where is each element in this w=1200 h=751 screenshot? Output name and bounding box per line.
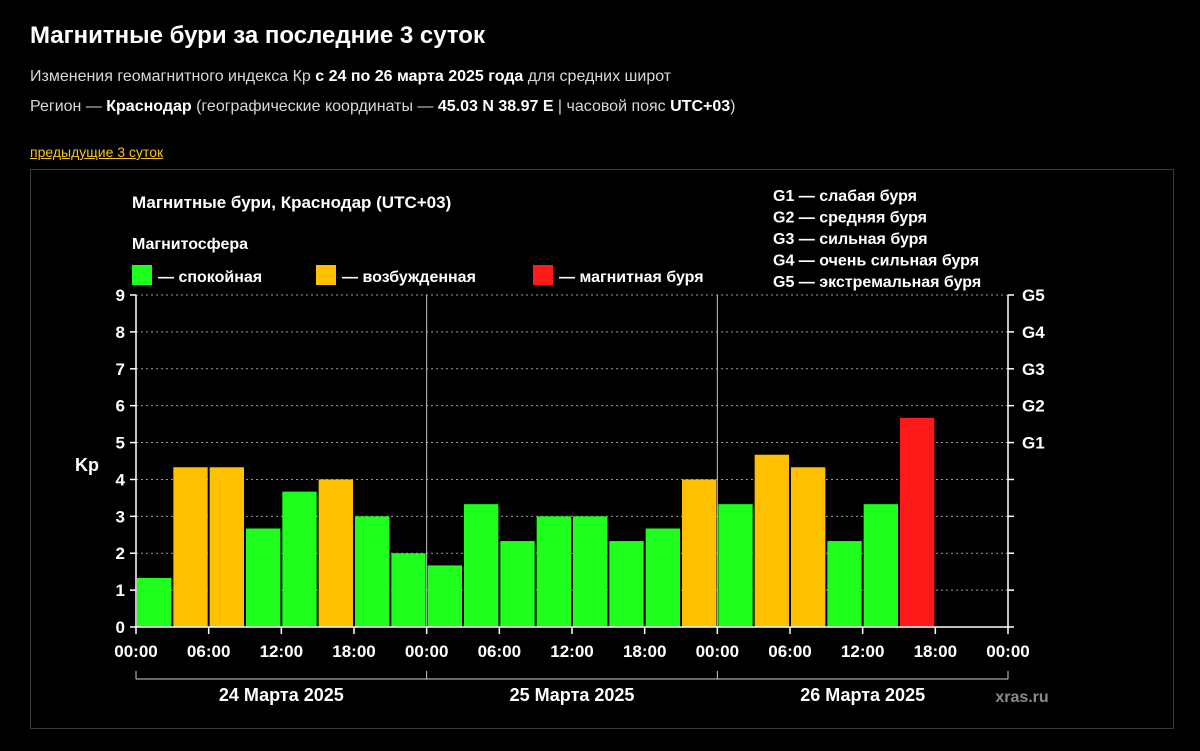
kp-bar xyxy=(609,541,644,627)
kp-bar xyxy=(645,528,680,627)
kp-bar xyxy=(573,516,608,627)
kp-bar xyxy=(355,516,390,627)
x-tick-label: 18:00 xyxy=(914,642,957,661)
page-title: Магнитные бури за последние 3 суток xyxy=(30,22,485,49)
x-tick-label: 18:00 xyxy=(332,642,375,661)
y-tick-label: 4 xyxy=(116,470,126,489)
x-tick-label: 00:00 xyxy=(405,642,448,661)
y-tick-label: 3 xyxy=(116,507,125,526)
kp-bar xyxy=(173,467,208,627)
timezone-value: UTC+03 xyxy=(670,98,731,115)
y-tick-label: 1 xyxy=(116,581,125,600)
kp-bar xyxy=(282,491,317,627)
legend-swatch-calm xyxy=(132,265,152,285)
g-scale-item: G2 — средняя буря xyxy=(773,210,927,227)
g-scale-item: G1 — слабая буря xyxy=(773,188,917,205)
x-tick-label: 18:00 xyxy=(623,642,666,661)
kp-bar xyxy=(900,417,935,627)
g-level-label: G4 xyxy=(1022,323,1045,342)
kp-bar xyxy=(427,565,462,627)
x-tick-label: 12:00 xyxy=(260,642,303,661)
kp-bar xyxy=(536,516,571,627)
g-level-label: G3 xyxy=(1022,360,1045,379)
region-suffix: ) xyxy=(730,98,736,115)
footer-strip xyxy=(0,736,1200,751)
y-tick-label: 2 xyxy=(116,544,125,563)
date-range-value: с 24 по 26 марта 2025 года xyxy=(315,68,524,85)
x-tick-label: 06:00 xyxy=(187,642,230,661)
date-range-suffix: для средних широт xyxy=(523,68,672,85)
region-line: Регион — Краснодар (географические коорд… xyxy=(30,98,735,116)
date-range-line: Изменения геомагнитного индекса Кр с 24 … xyxy=(30,68,671,86)
kp-bar xyxy=(754,454,789,627)
y-tick-label: 5 xyxy=(116,434,125,453)
legend-swatch-excited xyxy=(316,265,336,285)
legend-label-calm: — спокойная xyxy=(158,269,262,286)
x-tick-label: 00:00 xyxy=(986,642,1029,661)
x-tick-label: 12:00 xyxy=(841,642,884,661)
kp-bar xyxy=(209,467,244,627)
x-tick-label: 06:00 xyxy=(478,642,521,661)
g-scale-item: G4 — очень сильная буря xyxy=(773,253,979,270)
g-level-label: G1 xyxy=(1022,434,1045,453)
legend-title: Магнитосфера xyxy=(132,236,248,253)
legend-label-excited: — возбужденная xyxy=(342,269,476,286)
kp-bar xyxy=(500,541,535,627)
y-tick-label: 0 xyxy=(116,618,125,637)
region-name: Краснодар xyxy=(106,98,192,115)
region-prefix: Регион — xyxy=(30,98,107,115)
y-tick-label: 6 xyxy=(116,397,125,416)
kp-bar xyxy=(827,541,862,627)
watermark: xras.ru xyxy=(995,689,1048,706)
y-axis-label: Kp xyxy=(75,455,99,475)
x-tick-label: 06:00 xyxy=(768,642,811,661)
x-tick-label: 12:00 xyxy=(550,642,593,661)
kp-chart: Магнитные бури, Краснодар (UTC+03) Магнит… xyxy=(75,188,1049,706)
y-tick-label: 9 xyxy=(116,286,125,305)
day-label: 25 Марта 2025 xyxy=(510,685,635,705)
g-level-label: G2 xyxy=(1022,397,1045,416)
previous-3-days-link[interactable]: предыдущие 3 суток xyxy=(30,144,164,160)
legend-label-storm: — магнитная буря xyxy=(559,269,704,286)
kp-bar xyxy=(318,479,353,627)
kp-bar xyxy=(718,504,753,627)
timezone-label: | часовой пояс xyxy=(553,98,671,115)
day-label: 26 Марта 2025 xyxy=(800,685,925,705)
kp-bar xyxy=(791,467,826,627)
kp-chart-frame: Магнитные бури, Краснодар (UTC+03) Магнит… xyxy=(30,169,1174,729)
y-tick-label: 8 xyxy=(116,323,125,342)
legend-swatch-storm xyxy=(533,265,553,285)
coords-value: 45.03 N 38.97 E xyxy=(437,98,554,115)
kp-bar xyxy=(391,553,426,627)
x-tick-label: 00:00 xyxy=(114,642,157,661)
coords-label: (географические координаты — xyxy=(191,98,438,115)
date-range-prefix: Изменения геомагнитного индекса Кр xyxy=(30,68,316,85)
kp-bar xyxy=(246,528,281,627)
g-scale-item: G5 — экстремальная буря xyxy=(773,274,981,291)
kp-bar xyxy=(682,479,717,627)
x-tick-label: 00:00 xyxy=(696,642,739,661)
day-label: 24 Марта 2025 xyxy=(219,685,344,705)
kp-bar xyxy=(464,504,499,627)
chart-title: Магнитные бури, Краснодар (UTC+03) xyxy=(132,193,451,212)
kp-bar xyxy=(863,504,898,627)
g-level-label: G5 xyxy=(1022,286,1045,305)
y-tick-label: 7 xyxy=(116,360,125,379)
g-scale-item: G3 — сильная буря xyxy=(773,231,928,248)
kp-bar xyxy=(137,577,172,627)
